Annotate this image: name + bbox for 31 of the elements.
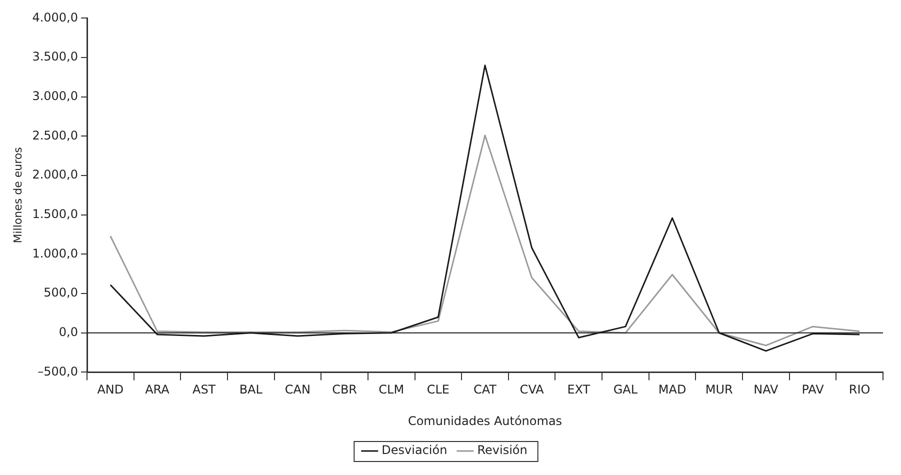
y-tick-label: 3.500,0 [32, 50, 78, 64]
x-tick-label: BAL [239, 382, 263, 397]
y-tick-label: –500,0 [38, 364, 78, 378]
y-tick-label: 0,0 [58, 324, 78, 339]
x-tick-label: MUR [705, 382, 733, 397]
y-tick-label: 1.000,0 [32, 246, 78, 260]
x-tick-label: NAV [754, 382, 780, 397]
x-tick-label: CAT [474, 382, 498, 397]
legend-label: Desviación [382, 443, 448, 458]
x-tick-label: CLE [426, 382, 450, 397]
x-tick-label: CLM [378, 382, 404, 397]
legend-label: Revisión [477, 443, 528, 458]
x-tick-label: CBR [332, 382, 358, 397]
x-tick-label: RIO [848, 382, 870, 397]
x-tick-label: GAL [613, 382, 638, 397]
x-axis-title: Comunidades Autónomas [408, 414, 562, 428]
x-tick-label: AND [97, 382, 124, 397]
x-tick-label: CVA [520, 382, 545, 397]
y-tick-label: 500,0 [44, 286, 78, 300]
y-tick-label: 3.000,0 [32, 88, 78, 103]
y-tick-label: 2.000,0 [32, 168, 78, 182]
x-tick-label: ARA [145, 382, 170, 397]
y-axis-title: Millones de euros [11, 146, 24, 244]
x-tick-label: MAD [658, 382, 686, 397]
x-tick-label: CAN [284, 382, 310, 397]
x-tick-label: AST [192, 382, 216, 397]
x-tick-label: EXT [567, 382, 591, 397]
y-tick-label: 1.500,0 [32, 206, 78, 221]
y-tick-label: 4.000,0 [32, 10, 78, 24]
x-tick-label: PAV [802, 382, 825, 397]
y-tick-label: 2.500,0 [32, 128, 78, 142]
